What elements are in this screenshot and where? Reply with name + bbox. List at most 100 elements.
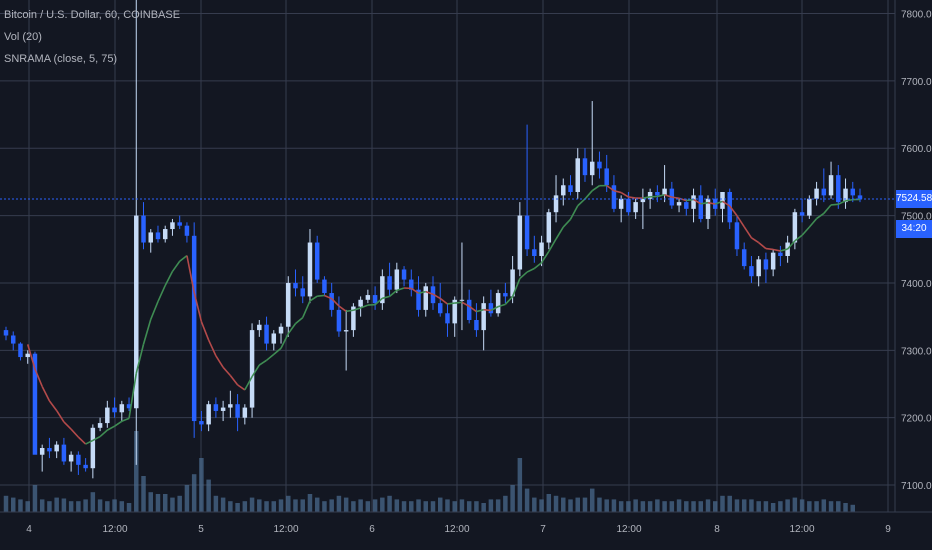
snrama-segment	[70, 428, 79, 438]
candle-body	[698, 195, 704, 219]
volume-bar	[799, 499, 805, 512]
snrama-segment	[432, 293, 441, 300]
snrama-segment	[577, 198, 586, 207]
candle-body	[807, 198, 812, 216]
candle-body	[83, 464, 88, 469]
volume-bar	[322, 501, 327, 512]
snrama-segment	[142, 319, 152, 345]
volume-bar	[97, 499, 103, 512]
volume-bar	[184, 485, 190, 512]
snrama-segment	[533, 262, 543, 270]
candle-body	[828, 175, 834, 196]
snrama-segment	[642, 196, 651, 200]
volume-bar	[141, 476, 146, 512]
candle-body	[539, 242, 544, 256]
candle-body	[452, 299, 457, 324]
price-tick-label: 7400.00	[901, 279, 932, 290]
last-price-badge: 7524.58	[896, 190, 932, 209]
candle-body	[561, 185, 566, 196]
legend-volume[interactable]: Vol (20)	[4, 31, 42, 43]
snrama-segment	[135, 344, 145, 374]
snrama-segment	[707, 201, 716, 205]
volume-bar	[481, 503, 486, 512]
snrama-segment	[555, 226, 564, 240]
candle-body	[329, 293, 334, 310]
volume-bar	[524, 488, 530, 512]
candle-body	[300, 288, 305, 297]
candle-body	[148, 232, 153, 243]
candle-body	[423, 286, 429, 310]
candle-body	[61, 444, 67, 462]
candle-body	[575, 158, 580, 192]
candle-body	[32, 353, 38, 455]
candle-body	[466, 299, 472, 320]
snrama-segment	[497, 303, 506, 308]
candle-body	[184, 225, 190, 236]
snrama-segment	[317, 294, 325, 297]
snrama-segment	[584, 190, 593, 200]
snrama-segment	[266, 353, 275, 361]
candlesticks	[3, 0, 863, 479]
volume-bar	[307, 494, 313, 512]
snrama-segment	[483, 308, 491, 312]
candle-body	[503, 293, 508, 297]
candle-body	[365, 295, 371, 300]
volume-bar	[329, 499, 334, 512]
snrama-segment	[816, 212, 825, 220]
candle-body	[105, 407, 110, 424]
volume-bar	[684, 501, 689, 512]
time-tick-label: 12:00	[273, 524, 298, 535]
candle-body	[162, 229, 168, 240]
candle-body	[54, 444, 59, 452]
candle-body	[684, 202, 689, 209]
legend-indicator[interactable]: SNRAMA (close, 5, 75)	[4, 53, 118, 65]
snrama-segment	[287, 323, 297, 335]
volume-bar	[437, 497, 443, 512]
volume-bar	[553, 495, 559, 512]
volume-bar	[604, 499, 609, 512]
snrama-segment	[251, 364, 260, 378]
time-tick-label: 12:00	[102, 524, 127, 535]
volume-bar	[271, 501, 277, 512]
snrama-segment	[193, 292, 203, 322]
candle-body	[235, 404, 240, 418]
volume-bar	[264, 501, 269, 512]
candle-body	[242, 407, 248, 418]
volume-bar	[669, 501, 675, 512]
price-tick-label: 7600.00	[901, 144, 932, 155]
candle-body	[401, 269, 407, 280]
candle-body	[568, 185, 573, 192]
snrama-segment	[410, 287, 419, 294]
snrama-segment	[207, 339, 217, 357]
volume-bar	[778, 501, 783, 512]
volume-bar	[655, 499, 660, 512]
snrama-segment	[34, 368, 43, 387]
candle-body	[792, 212, 798, 243]
candle-body	[271, 333, 277, 344]
legend-symbol[interactable]: Bitcoin / U.S. Dollar, 60, COINBASE	[4, 9, 181, 21]
price-axis[interactable]: 7100.00 7200.00 7300.00 7400.00 7500.00 7600.…	[894, 0, 932, 512]
volume-bar	[177, 495, 182, 512]
snrama-segment	[794, 234, 803, 242]
volume-bar	[618, 501, 624, 512]
snrama-segment	[628, 196, 636, 199]
candle-body	[814, 188, 819, 199]
volume-bar	[293, 499, 298, 512]
volume-bar	[611, 499, 617, 512]
time-tick-label: 7	[540, 524, 546, 535]
candle-body	[191, 235, 197, 422]
candle-body	[756, 259, 761, 277]
volume-bar	[713, 501, 718, 512]
volume-bar	[532, 497, 537, 512]
candle-body	[257, 324, 262, 331]
candle-body	[843, 188, 848, 203]
volume-bar	[336, 495, 342, 512]
candle-body	[691, 195, 696, 209]
candle-body	[626, 198, 631, 213]
time-axis[interactable]: 4 12:00 5 12:00 6 12:00 7 12:00 8 12:00 9	[0, 511, 932, 535]
candle-body	[474, 320, 479, 331]
candle-body	[763, 259, 769, 270]
candle-body	[821, 188, 827, 196]
